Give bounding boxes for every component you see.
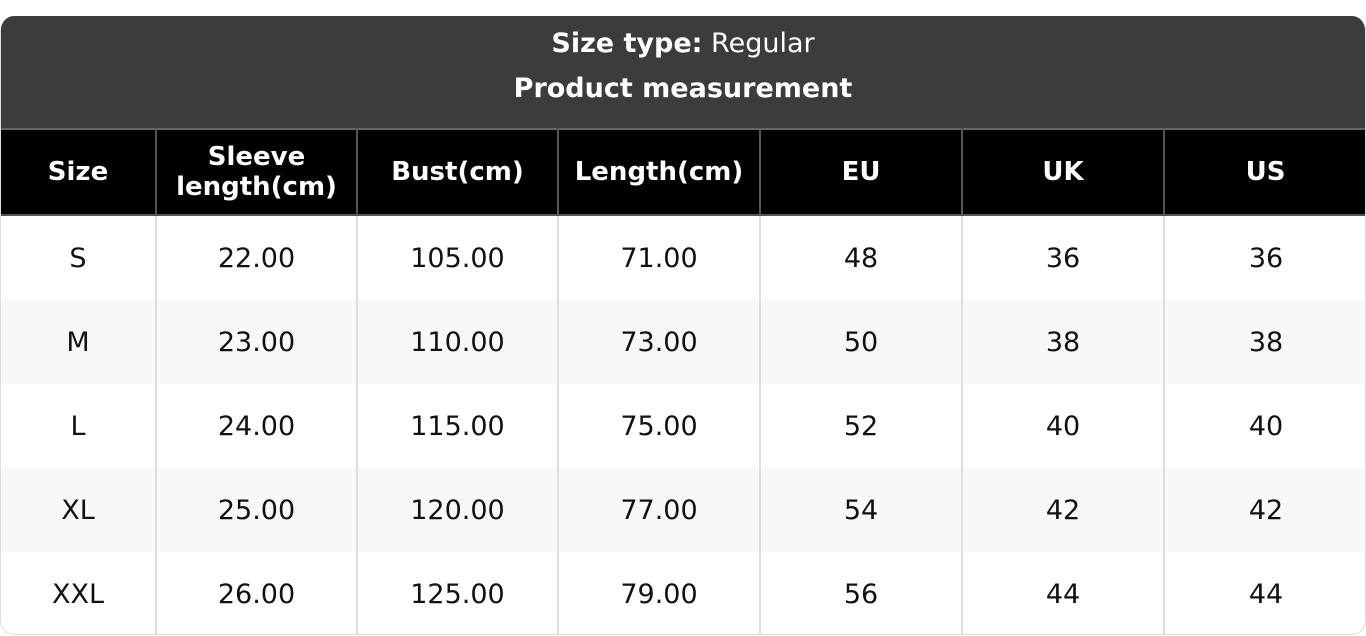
table-cell: 44 [1163, 552, 1365, 634]
table-header-row: Size Sleeve length(cm) Bust(cm) Length(cm) E… [1, 128, 1365, 216]
table-cell: 26.00 [155, 552, 357, 634]
table-cell: M [1, 300, 156, 384]
size-type-label: Size type: [551, 28, 703, 59]
table-cell: 115.00 [356, 384, 558, 468]
table-cell: 24.00 [155, 384, 357, 468]
column-header: Size [1, 128, 157, 216]
table-cell: 52 [759, 384, 962, 468]
table-cell: 125.00 [356, 552, 558, 634]
table-cell: L [70, 410, 86, 442]
column-header: Bust(cm) [356, 128, 559, 216]
size-chart-header: Size type: Regular Product measurement [1, 16, 1365, 128]
table-cell: 25.00 [155, 468, 357, 552]
table-row: XXL 26.00 125.00 79.00 56 44 44 [1, 552, 1365, 634]
table-cell: 36 [961, 215, 1164, 300]
table-cell: 56 [759, 552, 962, 634]
table-cell: 42 [961, 468, 1164, 552]
table-cell: 44 [961, 552, 1164, 634]
table-cell: 40 [961, 384, 1164, 468]
table-cell: XL [1, 468, 156, 552]
table-row: L 24.00 115.00 75.00 52 40 40 [1, 384, 1365, 468]
column-header: UK [961, 128, 1165, 216]
size-table: Size Sleeve length(cm) Bust(cm) Length(cm) E… [1, 128, 1365, 634]
column-header: EU [759, 128, 963, 216]
table-cell: 75.00 [557, 384, 760, 468]
table-row: XL 25.00 120.00 77.00 54 42 42 [1, 468, 1365, 552]
table-cell: 22.00 [155, 215, 357, 300]
table-row: M 23.00 110.00 73.00 50 38 38 [1, 300, 1365, 384]
table-cell: 110.00 [356, 300, 558, 384]
table-cell: 42 [1163, 468, 1365, 552]
column-header: Length(cm) [557, 128, 761, 216]
table-cell: 71.00 [557, 215, 760, 300]
size-chart-card: Size type: Regular Product measurement S… [0, 16, 1366, 635]
table-cell: S [69, 242, 87, 274]
table-cell: 79.00 [557, 552, 760, 634]
table-cell: 23.00 [155, 300, 357, 384]
table-cell: 38 [961, 300, 1164, 384]
size-type-value: Regular [711, 28, 815, 59]
table-cell: 73.00 [557, 300, 760, 384]
table-cell: 77.00 [557, 468, 760, 552]
table-cell: 105.00 [356, 215, 558, 300]
table-cell: 38 [1163, 300, 1365, 384]
table-cell: 40 [1163, 384, 1365, 468]
column-header: Sleeve length(cm) [155, 128, 358, 216]
table-cell: 54 [759, 468, 962, 552]
table-cell: XXL [51, 578, 105, 610]
table-cell: 36 [1163, 215, 1365, 300]
table-cell: 48 [759, 215, 962, 300]
product-measurement-title: Product measurement [513, 73, 853, 104]
size-type: Size type: Regular [1, 16, 1365, 72]
column-header: US [1163, 128, 1365, 216]
table-row: S 22.00 105.00 71.00 48 36 36 [1, 215, 1365, 300]
table-cell: 120.00 [356, 468, 558, 552]
table-cell: 50 [759, 300, 962, 384]
